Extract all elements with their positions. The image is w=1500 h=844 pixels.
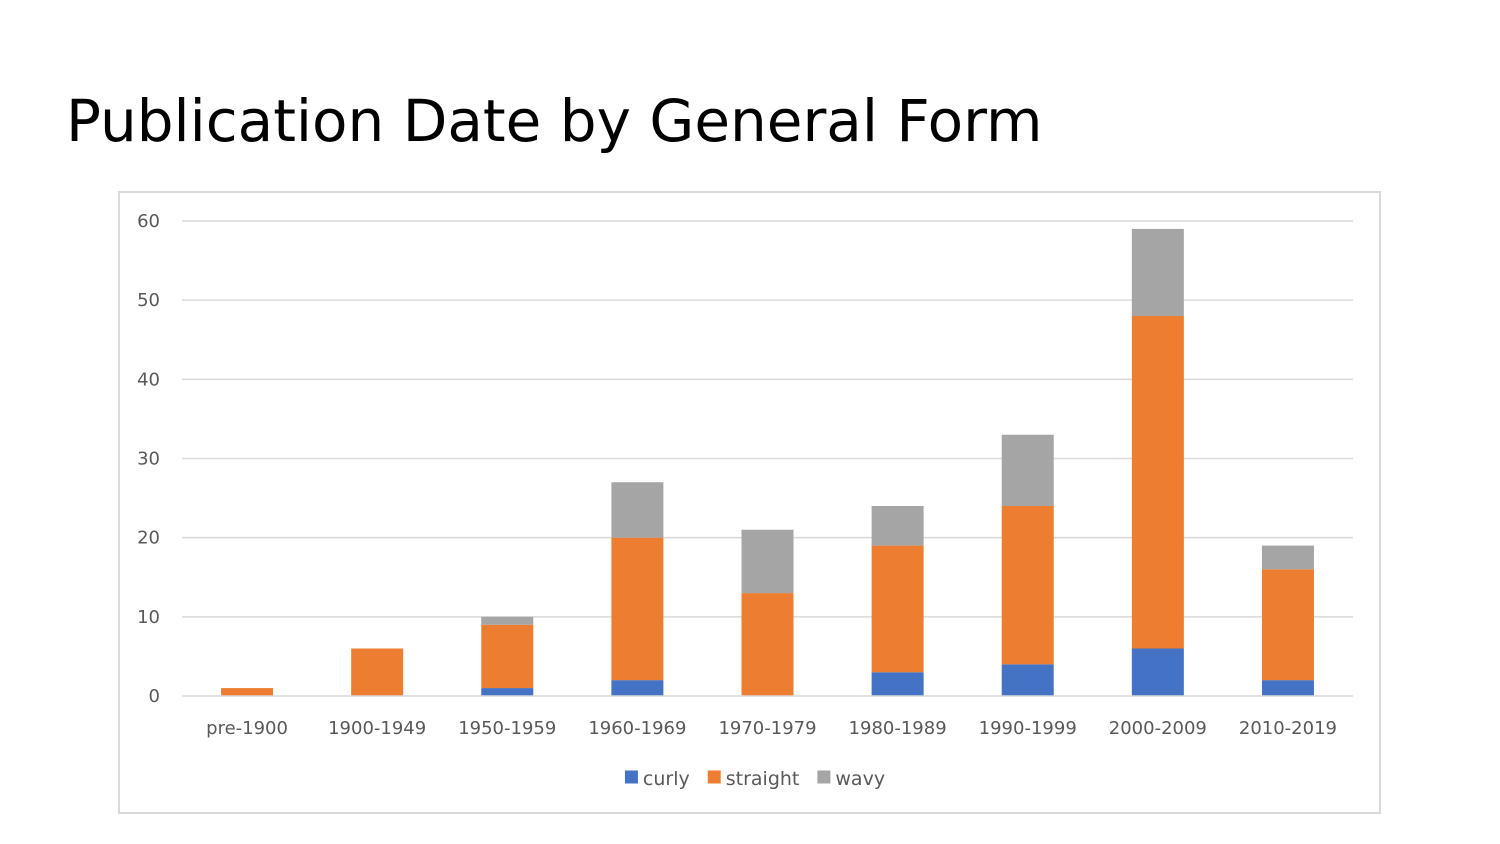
bar-straight-1970-1979: [741, 593, 794, 696]
x-tick-label: 2000-2009: [1109, 718, 1207, 739]
y-tick-label: 20: [137, 528, 160, 549]
legend-label-straight: straight: [726, 768, 800, 790]
y-axis-tick-labels: 0 10 20 30 40 50 60: [137, 211, 160, 707]
x-tick-label: 2010-2019: [1239, 718, 1337, 739]
bar-straight-2000-2009: [1131, 316, 1184, 649]
y-tick-label: 60: [137, 211, 160, 232]
bar-straight-1980-1989: [871, 545, 924, 673]
bar-curly-1950-1959: [481, 688, 534, 696]
legend-swatch-curly: [624, 770, 638, 784]
legend-label-wavy: wavy: [835, 768, 885, 790]
bar-straight-1950-1959: [481, 624, 534, 689]
legend-label-curly: curly: [643, 768, 690, 790]
y-tick-label: 40: [137, 369, 160, 390]
bar-wavy-2010-2019: [1261, 545, 1314, 570]
bar-wavy-1990-1999: [1001, 434, 1054, 506]
y-tick-label: 10: [137, 607, 160, 628]
bar-curly-1960-1969: [611, 680, 664, 696]
y-tick-label: 50: [137, 290, 160, 311]
bar-wavy-1970-1979: [741, 529, 794, 594]
x-tick-label: 1970-1979: [718, 718, 816, 739]
bar-curly-2000-2009: [1131, 648, 1184, 696]
bars: [221, 228, 1314, 696]
bar-straight-1960-1969: [611, 537, 664, 681]
bar-wavy-1950-1959: [481, 616, 534, 625]
bar-wavy-2000-2009: [1131, 228, 1184, 316]
x-tick-label: 1950-1959: [458, 718, 556, 739]
x-tick-label: pre-1900: [206, 718, 288, 739]
legend: curly straight wavy: [624, 768, 885, 790]
bar-curly-2010-2019: [1261, 680, 1314, 696]
x-tick-label: 1990-1999: [979, 718, 1077, 739]
bar-straight-1990-1999: [1001, 506, 1054, 665]
x-tick-label: 1980-1989: [849, 718, 947, 739]
bar-curly-1980-1989: [871, 672, 924, 696]
y-tick-label: 30: [137, 449, 160, 470]
bar-wavy-1960-1969: [611, 482, 664, 538]
slide-title: Publication Date by General Form: [66, 87, 1043, 155]
bar-straight-2010-2019: [1261, 569, 1314, 681]
bar-curly-1990-1999: [1001, 664, 1054, 696]
bar-wavy-1980-1989: [871, 506, 924, 546]
bar-straight-1900-1949: [351, 648, 404, 696]
x-tick-label: 1960-1969: [588, 718, 686, 739]
legend-swatch-wavy: [817, 770, 831, 784]
y-tick-label: 0: [149, 686, 160, 707]
x-tick-label: 1900-1949: [328, 718, 426, 739]
legend-swatch-straight: [707, 770, 721, 784]
bar-straight-pre-1900: [221, 688, 274, 696]
x-axis-tick-labels: pre-1900 1900-1949 1950-1959 1960-1969 1970-…: [206, 718, 1337, 739]
